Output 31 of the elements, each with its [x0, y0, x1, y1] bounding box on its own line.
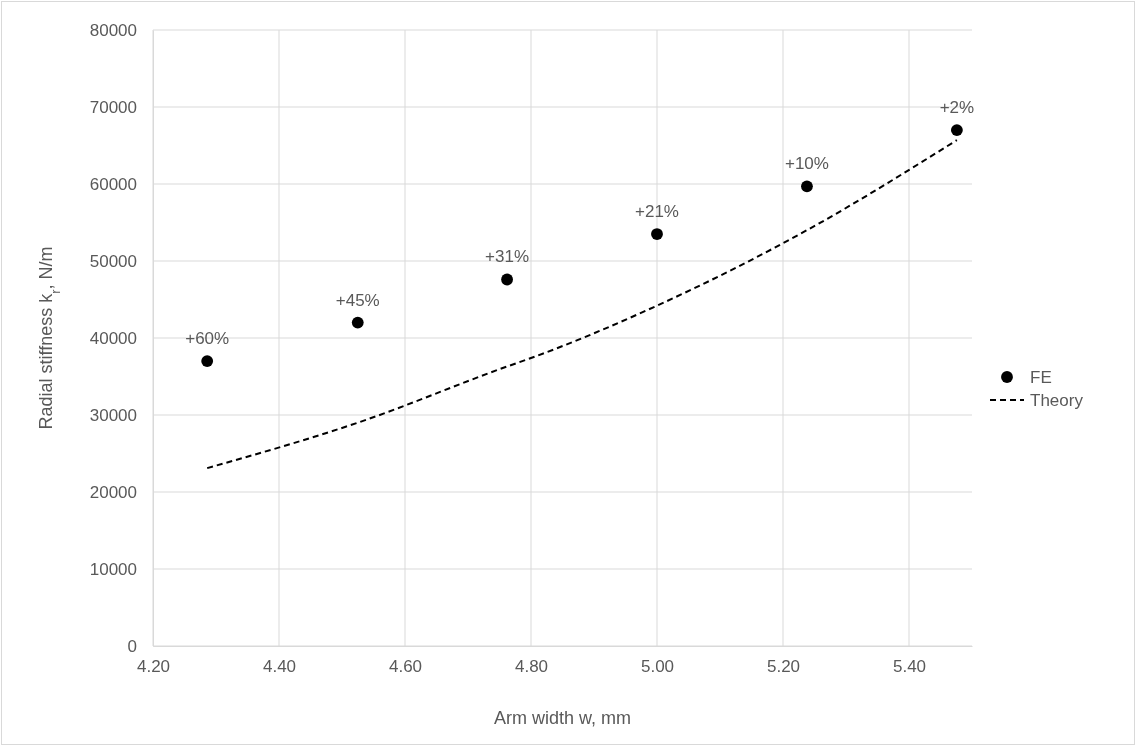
annotation: +45%	[335, 290, 380, 310]
y-tick-label: 10000	[89, 559, 137, 579]
point	[201, 355, 214, 368]
x-tick-label: 4.40	[262, 657, 297, 677]
legend-label: Theory	[1030, 391, 1084, 410]
annotation: +31%	[485, 247, 530, 267]
point	[801, 180, 813, 193]
x-axis-title: Arm width w, mm	[493, 708, 632, 728]
y-tick-label: 60000	[89, 174, 137, 194]
annotation: +10%	[784, 154, 829, 174]
annotation: +2%	[939, 98, 975, 118]
y-tick-label: 50000	[89, 251, 137, 271]
x-tick-label: 4.60	[388, 657, 423, 677]
point	[351, 316, 364, 329]
x-tick-label: 5.40	[892, 657, 927, 677]
y-tick-label: 70000	[89, 97, 137, 117]
x-tick-label: 5.00	[640, 657, 675, 677]
y-tick-label: 20000	[89, 482, 137, 502]
x-tick-label: 4.20	[136, 657, 171, 677]
point	[950, 124, 963, 137]
x-tick-label: 4.80	[514, 657, 549, 677]
point	[501, 273, 513, 286]
y-tick-label: 40000	[89, 328, 137, 348]
annotation: +60%	[185, 329, 230, 349]
annotation: +21%	[635, 202, 679, 222]
point	[651, 228, 663, 240]
legend-label: FE	[1030, 368, 1052, 387]
x-tick-label: 5.20	[766, 657, 801, 677]
y-tick-label: 80000	[89, 20, 137, 40]
y-tick-label: 0	[127, 636, 137, 656]
y-tick-label: 30000	[89, 405, 137, 425]
